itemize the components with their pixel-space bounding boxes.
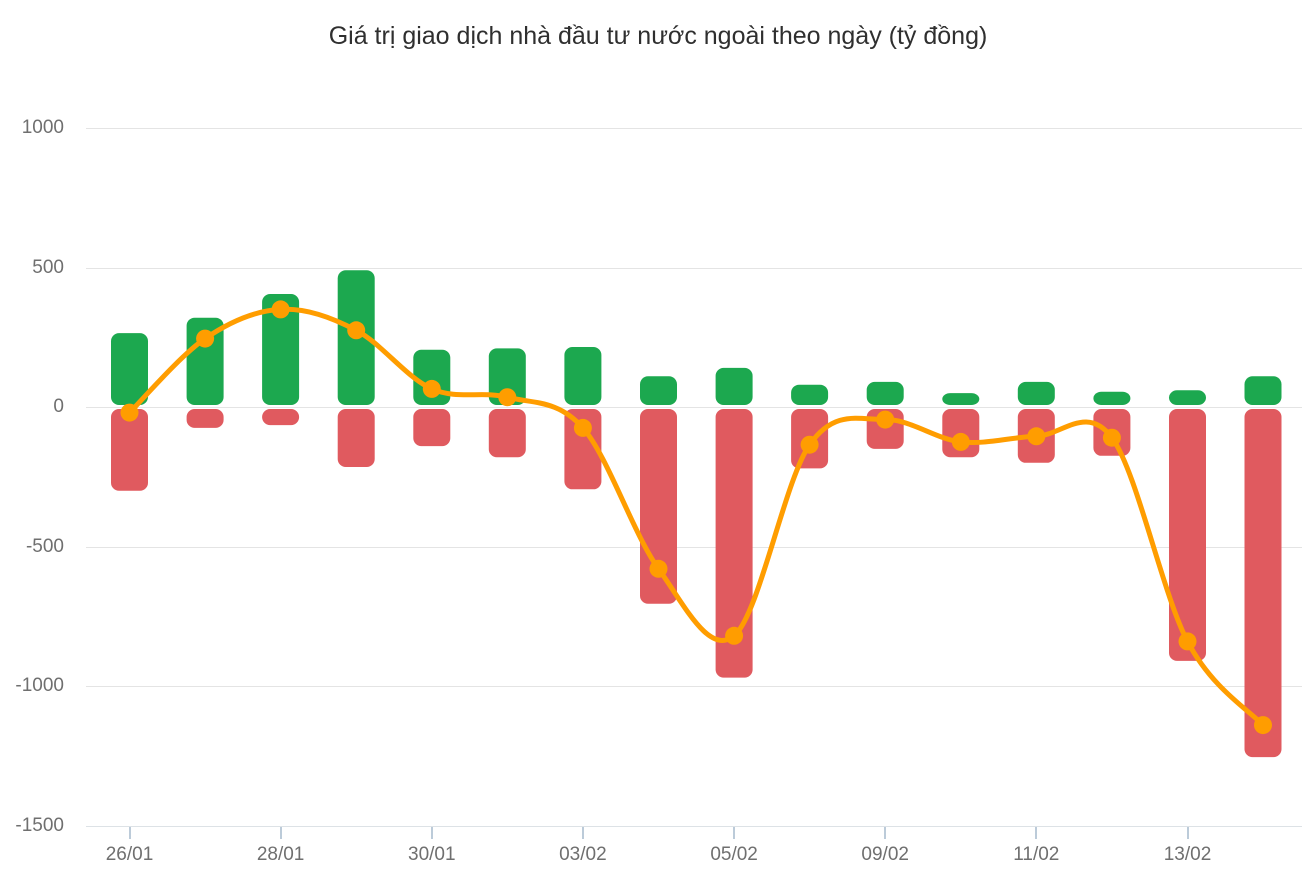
- x-axis-tick: [1035, 826, 1038, 839]
- buy-bar[interactable]: [942, 393, 980, 405]
- buy-bar[interactable]: [186, 317, 224, 405]
- buy-bar[interactable]: [640, 376, 677, 405]
- net-marker[interactable]: [422, 379, 441, 398]
- buy-bar[interactable]: [111, 333, 148, 405]
- sell-bar[interactable]: [1169, 409, 1206, 661]
- net-marker[interactable]: [1027, 427, 1046, 446]
- y-axis-label: 1000: [21, 117, 64, 138]
- buy-bar[interactable]: [1244, 376, 1282, 405]
- x-axis-tick: [581, 826, 584, 839]
- sell-bar[interactable]: [413, 409, 451, 447]
- sell-bar[interactable]: [186, 409, 224, 428]
- y-axis-label: -1500: [15, 814, 64, 836]
- grid-line: [86, 267, 1302, 269]
- x-axis-label: 09/02: [861, 844, 909, 865]
- sell-bar[interactable]: [337, 409, 375, 467]
- y-axis-label: -1000: [15, 675, 64, 696]
- sell-bar[interactable]: [1244, 409, 1282, 758]
- net-marker[interactable]: [649, 559, 668, 578]
- net-marker[interactable]: [498, 388, 517, 407]
- grid-line: [86, 546, 1302, 548]
- x-axis-line: [86, 825, 1302, 827]
- x-axis-label: 11/02: [1013, 844, 1060, 865]
- buy-bar[interactable]: [1169, 390, 1206, 405]
- net-marker[interactable]: [1254, 716, 1272, 735]
- grid-line: [86, 128, 1302, 129]
- net-marker[interactable]: [800, 435, 819, 454]
- x-axis-tick: [1186, 826, 1189, 839]
- net-marker[interactable]: [347, 321, 366, 340]
- grid-line: [86, 407, 1302, 408]
- x-axis-tick: [128, 826, 131, 839]
- sell-bar[interactable]: [111, 409, 148, 491]
- net-marker[interactable]: [951, 432, 970, 451]
- buy-bar[interactable]: [791, 384, 829, 405]
- net-marker[interactable]: [573, 418, 592, 437]
- net-marker[interactable]: [1102, 428, 1121, 447]
- x-axis-label: 26/01: [105, 844, 154, 865]
- y-axis-label: 500: [32, 256, 64, 278]
- grid-line: [86, 686, 1302, 687]
- buy-bar[interactable]: [866, 381, 904, 405]
- buy-bar[interactable]: [1093, 391, 1131, 405]
- buy-bar[interactable]: [564, 347, 602, 405]
- chart-title: Giá trị giao dịch nhà đầu tư nước ngoài …: [328, 22, 988, 50]
- buy-bar[interactable]: [488, 348, 526, 405]
- x-axis-label: 28/01: [256, 844, 305, 865]
- sell-bar[interactable]: [262, 409, 300, 426]
- buy-bar[interactable]: [715, 367, 753, 405]
- net-marker[interactable]: [876, 410, 895, 429]
- net-marker[interactable]: [725, 626, 744, 645]
- net-marker[interactable]: [120, 403, 139, 422]
- net-marker[interactable]: [271, 300, 290, 319]
- buy-bar[interactable]: [1017, 381, 1055, 405]
- sell-bar[interactable]: [488, 409, 526, 458]
- net-marker[interactable]: [1178, 632, 1197, 651]
- x-axis-tick: [430, 826, 433, 839]
- x-axis-label: 05/02: [710, 844, 758, 865]
- y-axis-label: 0: [53, 396, 64, 417]
- net-line: [127, 306, 1266, 728]
- net-marker[interactable]: [196, 329, 215, 348]
- x-axis-tick: [884, 826, 887, 839]
- x-axis-label: 03/02: [559, 844, 607, 865]
- sell-bar[interactable]: [715, 409, 753, 678]
- buy-bar[interactable]: [262, 294, 300, 405]
- sell-bar[interactable]: [564, 409, 602, 490]
- x-axis-tick: [279, 826, 282, 839]
- x-axis-label: 13/02: [1163, 844, 1212, 865]
- x-axis-tick: [733, 826, 736, 839]
- x-axis-label: 30/01: [408, 844, 456, 865]
- y-axis-label: -500: [25, 535, 64, 557]
